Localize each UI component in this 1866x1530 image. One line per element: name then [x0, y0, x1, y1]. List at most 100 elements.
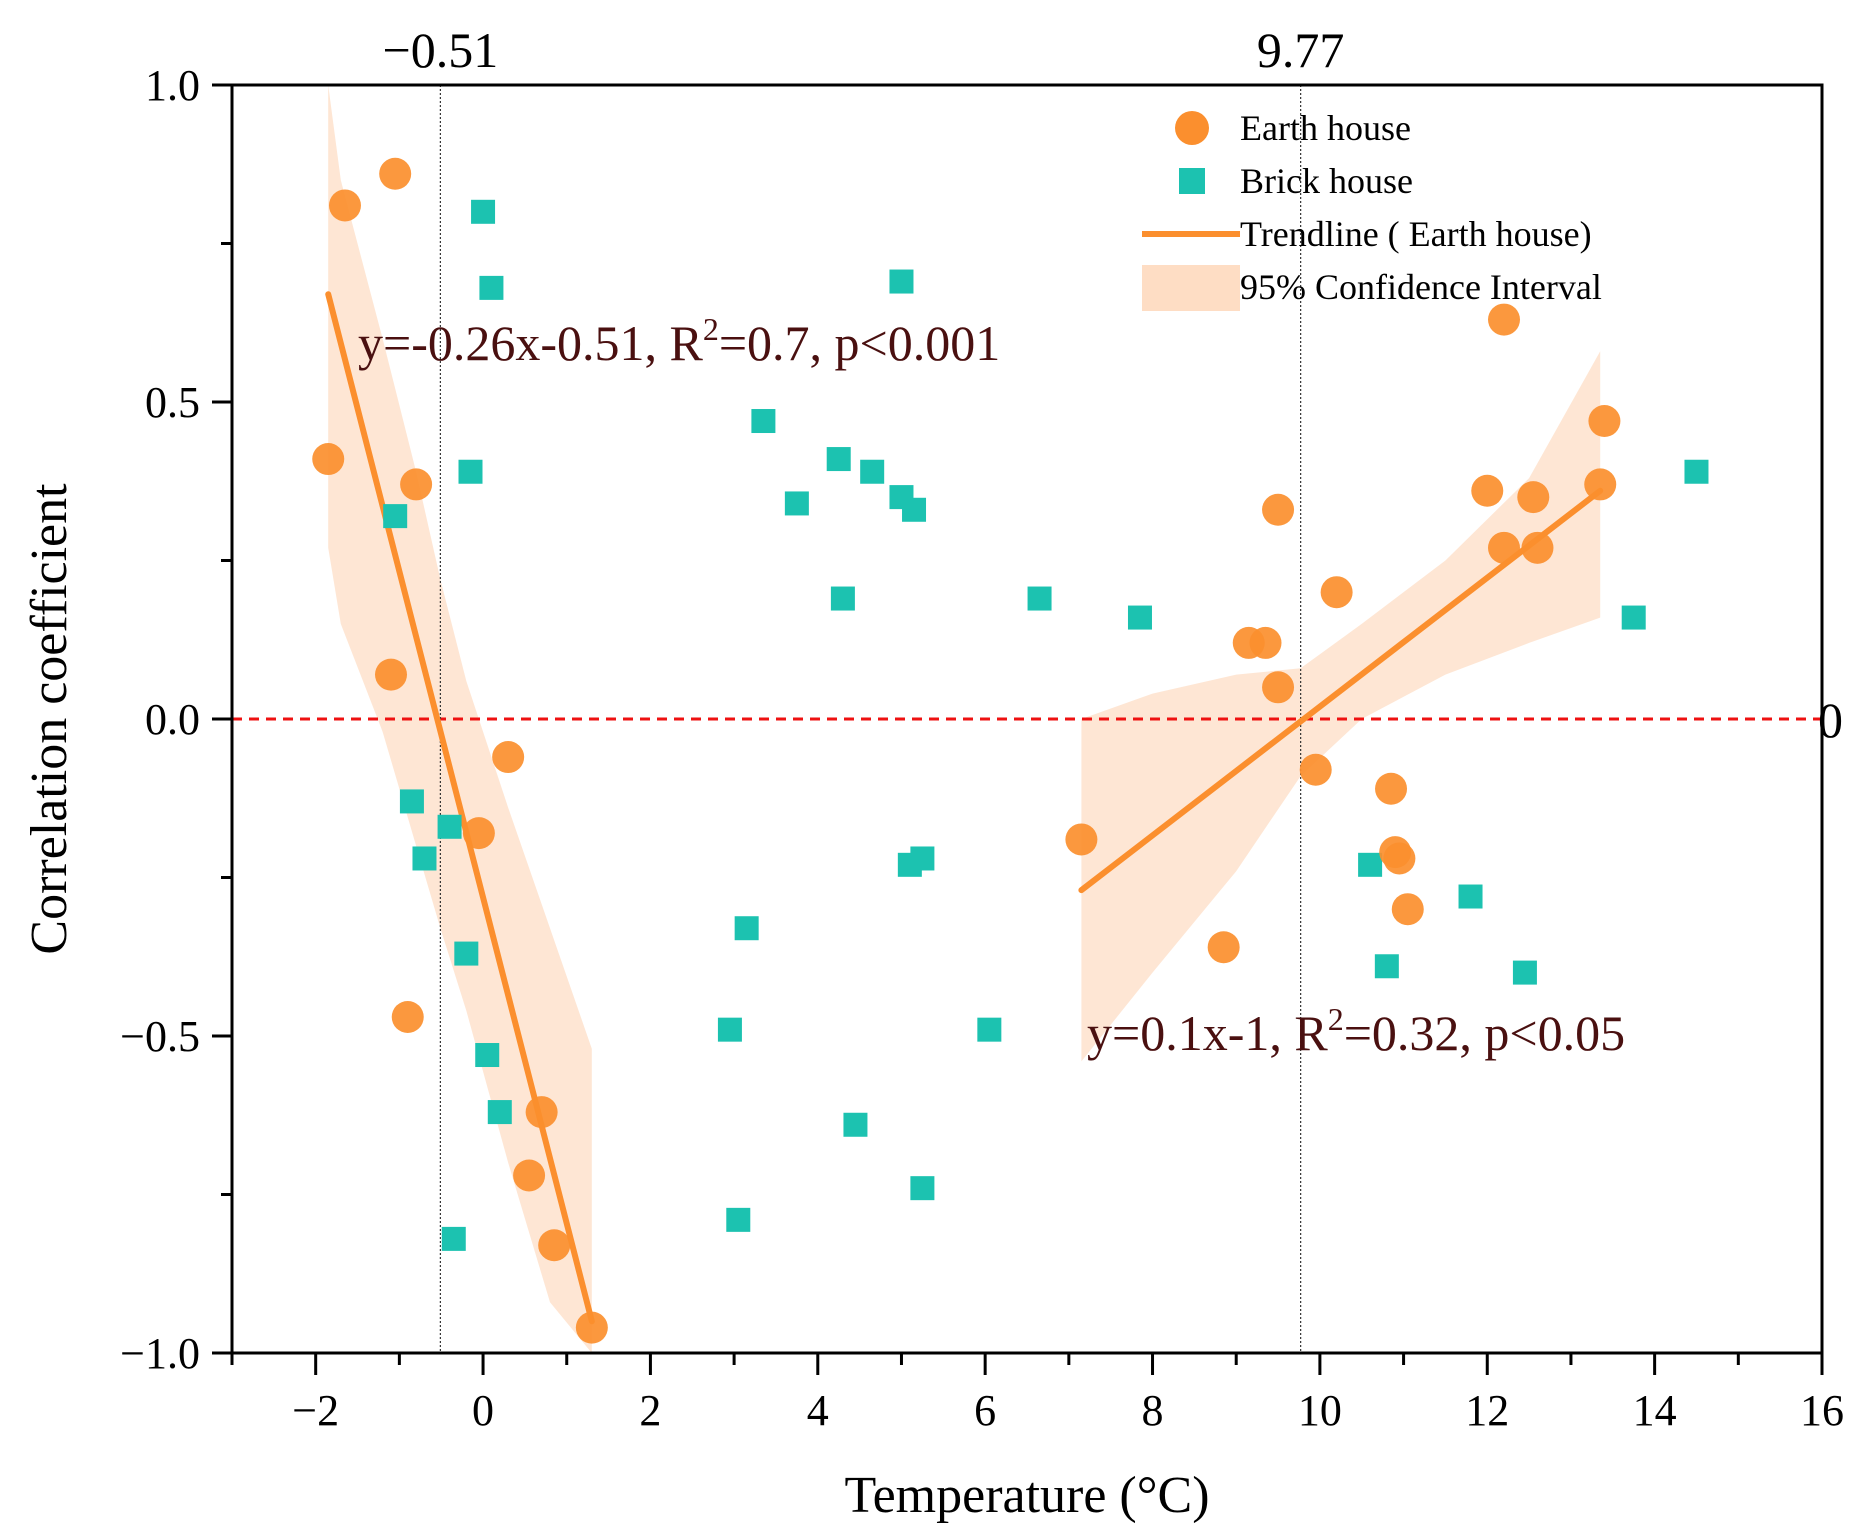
brick-house-point — [726, 1207, 751, 1232]
brick-house-point — [1621, 605, 1646, 630]
data-points-layer — [312, 157, 1709, 1344]
x-tick-label: 16 — [1800, 1386, 1844, 1435]
earth-house-point — [1383, 842, 1416, 875]
brick-house-point — [412, 846, 437, 871]
brick-house-point — [399, 789, 424, 814]
brick-house-point — [1684, 459, 1709, 484]
earth-house-point — [1488, 531, 1520, 564]
x-tick-label: 14 — [1633, 1386, 1677, 1435]
legend-label-trend: Trendline ( Earth house) — [1240, 214, 1592, 254]
confidence-band-1 — [1081, 351, 1601, 1062]
y-tick-label: −1.0 — [120, 1329, 200, 1378]
earth-house-point — [400, 468, 433, 501]
legend-earth-house-marker — [1175, 111, 1209, 145]
earth-house-point — [379, 157, 412, 190]
earth-house-point — [1521, 531, 1554, 564]
brick-house-point — [1374, 954, 1399, 979]
equation-superscript: 2 — [1328, 1001, 1344, 1037]
equation-main-text: y=0.1x-1, R — [1087, 1005, 1328, 1061]
legend-brick-house-marker — [1179, 168, 1205, 194]
legend: Earth house Brick house Trendline ( Earth … — [1142, 108, 1602, 311]
x-axis-title: Temperature (°C) — [844, 1467, 1209, 1524]
zero-reference-label: 0 — [1818, 692, 1843, 748]
brick-house-point — [1027, 586, 1052, 611]
brick-house-point — [1127, 605, 1152, 630]
brick-house-point — [475, 1043, 500, 1068]
brick-house-point — [458, 459, 483, 484]
equations-layer: y=-0.26x-0.51, R2=0.7, p<0.001y=0.1x-1, … — [358, 311, 1625, 1061]
earth-house-point — [1320, 576, 1353, 609]
brick-house-point — [977, 1017, 1002, 1042]
brick-house-point — [734, 916, 759, 941]
earth-house-point — [513, 1159, 546, 1192]
y-tick-label: −0.5 — [120, 1012, 200, 1061]
equation-rest-text: =0.7, p<0.001 — [719, 315, 1000, 371]
earth-house-point — [1262, 671, 1295, 704]
earth-house-point — [1065, 823, 1098, 856]
y-tick-label: 1.0 — [145, 61, 200, 110]
x-tick-label: 4 — [807, 1386, 829, 1435]
brick-house-point — [441, 1226, 466, 1251]
trendline-0 — [325, 291, 595, 1325]
equation-rest-text: =0.32, p<0.05 — [1344, 1005, 1625, 1061]
brick-house-point — [889, 269, 914, 294]
earth-house-point — [375, 658, 407, 691]
brick-house-point — [910, 1176, 935, 1201]
brick-house-point — [437, 814, 462, 839]
vertical-reference-label-0: −0.51 — [383, 22, 499, 78]
brick-house-point — [1458, 884, 1483, 909]
brick-house-point — [1358, 852, 1383, 877]
earth-house-point — [1299, 753, 1332, 786]
regression-equation-0: y=-0.26x-0.51, R2=0.7, p<0.001 — [358, 311, 1000, 371]
y-tick-label: 0.0 — [145, 695, 200, 744]
brick-house-point — [910, 846, 935, 871]
brick-house-point — [843, 1112, 868, 1137]
earth-house-point — [1488, 303, 1520, 336]
x-tick-label: 2 — [639, 1386, 661, 1435]
earth-house-point — [1375, 772, 1408, 805]
x-tick-label: −2 — [292, 1386, 339, 1435]
brick-house-point — [471, 199, 496, 224]
brick-house-point — [830, 586, 855, 611]
brick-house-point — [902, 497, 927, 522]
brick-house-point — [487, 1100, 512, 1125]
earth-house-point — [1588, 405, 1621, 438]
x-tick-label: 0 — [472, 1386, 494, 1435]
legend-confidence-interval-marker — [1142, 265, 1240, 311]
earth-house-point — [1262, 493, 1295, 526]
earth-house-point — [391, 1000, 424, 1033]
brick-house-point — [1512, 960, 1537, 985]
brick-house-point — [751, 409, 776, 434]
ticks-layer: −2 0 2 4 6 8 10 12 14 16 −1.0 −0.5 0.0 0.5 1.0 — [120, 61, 1844, 1435]
equation-main-text: y=-0.26x-0.51, R — [358, 315, 703, 371]
brick-house-point — [717, 1017, 742, 1042]
x-tick-label: 6 — [974, 1386, 996, 1435]
earth-house-point — [575, 1311, 608, 1344]
y-tick-label: 0.5 — [145, 378, 200, 427]
earth-house-point — [538, 1229, 571, 1262]
brick-house-point — [479, 275, 504, 300]
earth-house-point — [1471, 474, 1504, 507]
y-axis-title: Correlation coefficient — [21, 483, 78, 955]
brick-house-point — [454, 941, 479, 966]
brick-house-point — [860, 459, 885, 484]
earth-house-point — [1517, 481, 1550, 514]
legend-label-brick: Brick house — [1240, 161, 1413, 201]
earth-house-point — [312, 443, 345, 476]
earth-house-point — [1207, 931, 1240, 964]
brick-house-point — [383, 504, 408, 529]
x-tick-label: 8 — [1142, 1386, 1164, 1435]
earth-house-point — [1584, 468, 1617, 501]
equation-superscript: 2 — [703, 311, 719, 347]
legend-label-earth: Earth house — [1240, 108, 1411, 148]
x-tick-label: 10 — [1298, 1386, 1342, 1435]
vertical-reference-label-1: 9.77 — [1257, 22, 1345, 78]
brick-house-point — [784, 491, 809, 516]
legend-label-ci: 95% Confidence Interval — [1240, 267, 1602, 307]
earth-house-point — [1391, 893, 1424, 926]
brick-house-point — [826, 447, 851, 472]
earth-house-point — [462, 817, 495, 850]
earth-house-point — [492, 741, 525, 774]
